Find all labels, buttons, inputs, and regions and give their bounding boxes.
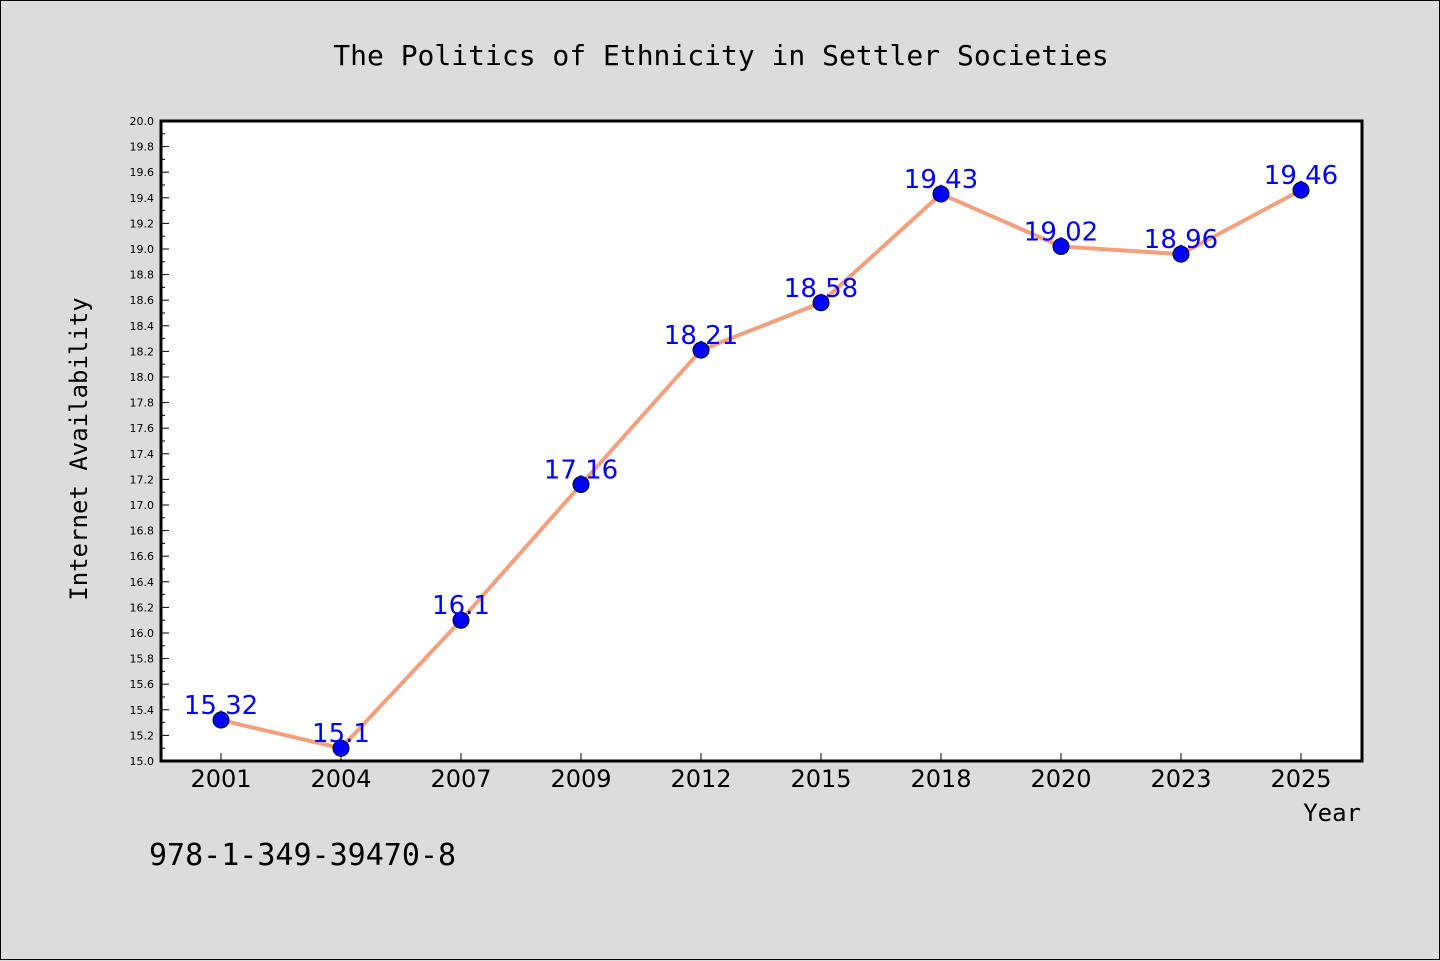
data-label: 17.16	[544, 456, 618, 486]
x-tick-label: 2007	[430, 765, 491, 793]
y-tick-label: 15.8	[130, 653, 155, 666]
data-label: 15.32	[184, 691, 258, 721]
data-point	[1172, 245, 1190, 263]
data-point	[332, 739, 350, 757]
data-label: 18.96	[1144, 225, 1218, 255]
x-tick-label: 2023	[1150, 765, 1211, 793]
y-tick-label: 19.2	[130, 217, 155, 230]
y-tick-label: 18.0	[130, 371, 155, 384]
y-tick-label: 16.2	[130, 601, 155, 614]
y-axis: 15.0 15.2 15.4 15.6 15.8 16.0 16.2 16.4 16.6 16.8…	[130, 115, 169, 768]
y-tick-label: 17.8	[130, 397, 155, 410]
x-tick-label: 2018	[910, 765, 971, 793]
y-tick-label: 16.4	[130, 576, 155, 589]
plot-area	[159, 119, 1364, 763]
y-tick-label: 15.6	[130, 678, 155, 691]
y-tick-label: 18.6	[130, 294, 155, 307]
y-tick-label: 19.6	[130, 166, 155, 179]
y-tick-label: 18.4	[130, 320, 155, 333]
y-tick-label: 16.0	[130, 627, 155, 640]
data-point	[932, 185, 950, 203]
data-label: 19.43	[904, 165, 978, 195]
y-tick-label: 19.4	[130, 192, 155, 205]
data-point	[812, 294, 830, 312]
y-axis-label: Internet Availability	[65, 297, 93, 600]
x-axis: 2001 2004 2007 2009 2012 2015 2018 2020 2023 2025	[190, 753, 1332, 793]
y-tick-label: 17.6	[130, 422, 155, 435]
y-tick-label: 16.8	[130, 525, 155, 538]
y-tick-label: 15.0	[130, 755, 155, 768]
x-tick-label: 2020	[1030, 765, 1091, 793]
x-tick-label: 2012	[670, 765, 731, 793]
series-line	[220, 188, 1302, 751]
x-tick-label: 2009	[550, 765, 611, 793]
x-tick-label: 2001	[190, 765, 251, 793]
x-tick-label: 2025	[1270, 765, 1331, 793]
data-point	[212, 711, 230, 729]
y-tick-label: 17.2	[130, 473, 155, 486]
y-tick-label: 15.2	[130, 729, 155, 742]
data-label: 19.02	[1024, 217, 1098, 247]
y-tick-label: 15.4	[130, 704, 155, 717]
x-tick-label: 2015	[790, 765, 851, 793]
data-point	[572, 476, 590, 494]
data-label: 15.1	[312, 719, 370, 749]
y-tick-label: 19.0	[130, 243, 155, 256]
y-tick-label: 20.0	[130, 115, 155, 128]
data-label: 19.46	[1264, 161, 1338, 191]
data-point	[1052, 237, 1070, 255]
isbn-footer: 978-1-349-39470-8	[149, 838, 456, 873]
data-label: 16.1	[432, 591, 490, 621]
y-tick-label: 17.0	[130, 499, 155, 512]
y-tick-label: 19.8	[130, 141, 155, 154]
y-tick-label: 16.6	[130, 550, 155, 563]
data-label: 18.58	[784, 274, 858, 304]
y-tick-label: 17.4	[130, 448, 155, 461]
y-tick-label: 18.8	[130, 269, 155, 282]
data-label: 18.21	[664, 321, 738, 351]
data-point	[1292, 181, 1310, 199]
y-tick-label: 18.2	[130, 345, 155, 358]
data-point	[692, 341, 710, 359]
x-tick-label: 2004	[310, 765, 371, 793]
x-axis-label: Year	[1303, 799, 1361, 827]
data-point	[452, 611, 470, 629]
series-layer: 15.32 15.1 16.1 17.16 18.21 18.58 19.43 19.02 18…	[184, 161, 1338, 757]
chart-title: The Politics of Ethnicity in Settler Soc…	[333, 39, 1108, 72]
